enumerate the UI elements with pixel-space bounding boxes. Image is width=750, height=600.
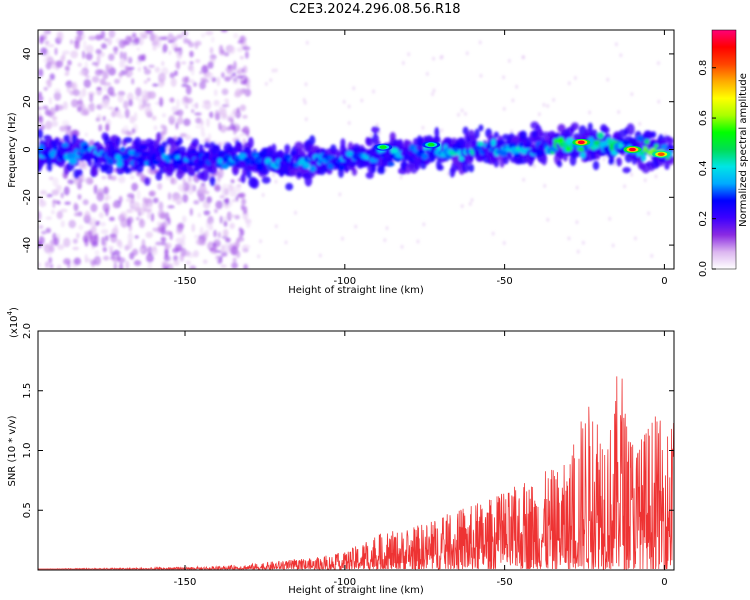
colorbar-tick-label: 0.4 xyxy=(698,160,709,176)
spectrogram-panel: -150 -100 -50 0 -40 -20 0 20 40 Height of strai… xyxy=(7,29,675,296)
colorbar-tick-label: 0.0 xyxy=(698,261,709,277)
bottom-y-axis-label: SNR (10 * v/v) xyxy=(7,415,18,486)
bottom-x-tick-label: -150 xyxy=(174,577,197,588)
bottom-y-tick-label: 1.0 xyxy=(22,443,33,459)
bottom-y-tick-label: 2.0 xyxy=(22,323,33,339)
bottom-x-tick-label: -100 xyxy=(333,577,356,588)
bottom-x-tick-label: 0 xyxy=(661,577,667,588)
top-x-tick-label: -100 xyxy=(333,276,356,287)
snr-panel: -150 -100 -50 0 0.5 1.0 1.5 2.0 Height of stra… xyxy=(6,307,675,596)
svg-text:(x104): (x104) xyxy=(6,307,20,338)
top-y-tick-label: 0 xyxy=(22,146,33,152)
bottom-y-tick-label: 0.5 xyxy=(22,502,33,518)
top-x-tick-label: -150 xyxy=(174,276,197,287)
top-y-tick-label: -40 xyxy=(22,237,33,253)
bottom-y-tick-label: 1.5 xyxy=(22,383,33,399)
chart-title: C2E3.2024.296.08.56.R18 xyxy=(289,2,461,17)
colorbar-tick-label: 0.6 xyxy=(698,110,709,126)
top-x-tick-label: 0 xyxy=(661,276,667,287)
bottom-x-tick-label: -50 xyxy=(496,577,512,588)
top-y-tick-label: -20 xyxy=(22,189,33,205)
top-x-tick-label: -50 xyxy=(496,276,512,287)
colorbar-tick-label: 0.8 xyxy=(698,60,709,76)
top-y-axis-label: Frequency (Hz) xyxy=(7,112,18,188)
top-x-axis-label: Height of straight line (km) xyxy=(288,285,424,296)
colorbar-gradient xyxy=(711,29,737,270)
top-y-tick-label: 40 xyxy=(22,48,33,61)
colorbar: 0.0 0.2 0.4 0.6 0.8 Normalized spectral ampl… xyxy=(698,29,749,277)
bottom-x-axis-label: Height of straight line (km) xyxy=(288,585,424,596)
spectrogram-blobs xyxy=(38,30,674,269)
snr-series-line xyxy=(38,376,674,570)
top-y-tick-label: 20 xyxy=(22,95,33,108)
colorbar-tick-label: 0.2 xyxy=(698,211,709,227)
colorbar-label: Normalized spectral amplitude xyxy=(738,73,749,227)
y-multiplier-label: (x104) xyxy=(6,307,20,338)
